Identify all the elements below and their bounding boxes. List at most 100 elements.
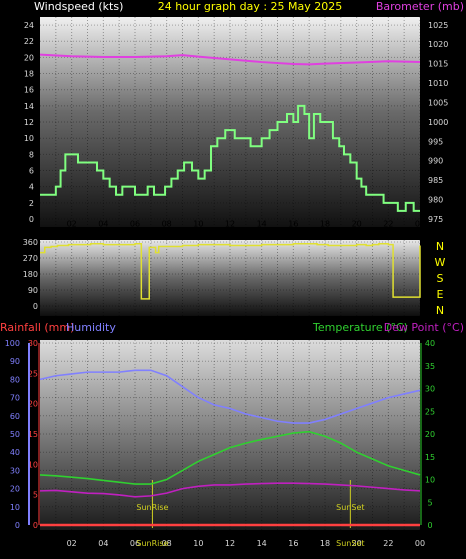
time-tick-label: 06 [130,539,140,548]
windspeed-tick-label: 6 [29,167,34,176]
direction-panel-background [40,240,420,316]
windspeed-tick-label: 14 [24,102,34,111]
temperature-tick-label: 5 [427,498,432,507]
windspeed-tick-label: 18 [24,70,34,79]
time-tick-label: 14 [257,220,267,229]
temperature-line [39,430,421,485]
windspeed-tick-label: 20 [24,53,34,62]
humidity-tick-label: 20 [10,485,20,494]
temperature-tick-label: 10 [425,476,435,485]
temperature-tick-label: 15 [425,453,435,462]
windspeed-tick-label: 16 [24,86,34,95]
windspeed-tick-label: 4 [29,183,34,192]
barometer-tick-label: 975 [428,215,443,224]
time-tick-label: 12 [225,539,235,548]
rainfall-tick-label: 20 [28,400,38,409]
windspeed-tick-label: 8 [29,150,34,159]
humidity-tick-label: 80 [10,375,20,384]
windspeed-barometer-chart: 0246810121416182022249759809859909951000… [24,17,448,229]
time-tick-label: 10 [193,220,203,229]
windspeed-tick-label: 2 [29,199,34,208]
humidity-tick-label: 70 [10,394,20,403]
rainfall-tick-label: 0 [33,521,38,530]
barometer-tick-label: 985 [428,176,443,185]
rainfall-tick-label: 5 [33,491,38,500]
windspeed-tick-label: 24 [24,21,34,30]
temperature-tick-label: 20 [425,430,435,439]
rainfall-tick-label: 25 [28,369,38,378]
time-tick-label: 18 [320,539,330,548]
barometer-tick-label: 1020 [428,40,448,49]
barometer-line [39,53,421,66]
windspeed-tick-label: 22 [24,37,34,46]
direction-tick-label: 360 [23,238,38,247]
time-tick-label: 20 [352,220,362,229]
compass-label: E [437,288,444,301]
time-tick-label: 10 [193,539,203,548]
temperature-humidity-chart: 0102030405060708090100051015202530051015… [5,339,435,548]
time-tick-label: 08 [162,220,172,229]
temperature-tick-label: 30 [425,385,435,394]
time-tick-label: 06 [130,220,140,229]
humidity-tick-label: 50 [10,430,20,439]
time-tick-label: 02 [67,220,77,229]
wind-panel-background [40,17,420,227]
windspeed-axis-title: Windspeed (kts) [34,0,123,13]
sun-event-label: SunSet [336,503,364,512]
temperature-panel-background [40,340,420,530]
rainfall-tick-label: 15 [28,430,38,439]
barometer-axis-title: Barometer (mb) [376,0,464,13]
time-tick-label: 22 [383,220,393,229]
compass-label: N [436,304,444,317]
humidity-axis-title: Humidity [66,321,116,334]
time-tick-label: 00 [415,539,425,548]
time-tick-label: 16 [288,539,298,548]
direction-tick-label: 270 [23,254,38,263]
dewpoint-line [39,482,421,498]
rainfall-tick-label: 10 [28,460,38,469]
sun-event-axis-label: SunSet [336,539,364,548]
compass-label: W [435,256,446,269]
humidity-tick-label: 0 [15,521,20,530]
barometer-tick-label: 1025 [428,21,448,30]
humidity-tick-label: 90 [10,357,20,366]
barometer-tick-label: 1010 [428,79,448,88]
rainfall-tick-label: 30 [28,339,38,348]
time-tick-label: 20 [352,539,362,548]
barometer-tick-label: 1005 [428,98,448,107]
time-tick-label: 12 [225,220,235,229]
time-tick-label: 22 [383,539,393,548]
barometer-tick-label: 990 [428,157,443,166]
barometer-tick-label: 980 [428,196,443,205]
direction-tick-label: 90 [28,286,38,295]
dewpoint-axis-title: Dew Point (°C) [384,321,464,334]
time-tick-label: 04 [98,539,108,548]
temperature-axis-title: Temperature (°C) [312,321,408,334]
windspeed-tick-label: 0 [29,215,34,224]
barometer-tick-label: 995 [428,137,443,146]
compass-label: N [436,240,444,253]
humidity-tick-label: 100 [5,339,20,348]
rainfall-axis-title: Rainfall (mm) [0,321,74,334]
time-tick-label: 04 [98,220,108,229]
barometer-tick-label: 1015 [428,60,448,69]
direction-tick-label: 0 [33,302,38,311]
time-tick-label: 16 [288,220,298,229]
direction-tick-label: 180 [23,270,38,279]
wind-direction-line [40,243,421,300]
humidity-tick-label: 10 [10,503,20,512]
sun-event-axis-label: SunRise [136,539,168,548]
barometer-tick-label: 1000 [428,118,448,127]
temperature-tick-label: 0 [427,521,432,530]
time-tick-label: 14 [257,539,267,548]
sun-event-label: SunRise [136,503,168,512]
humidity-tick-label: 60 [10,412,20,421]
temperature-tick-label: 35 [425,362,435,371]
humidity-tick-label: 30 [10,466,20,475]
chart-title: 24 hour graph day : 25 May 2025 [158,0,343,13]
humidity-tick-label: 40 [10,448,20,457]
time-tick-label: 18 [320,220,330,229]
compass-label: S [437,272,444,285]
